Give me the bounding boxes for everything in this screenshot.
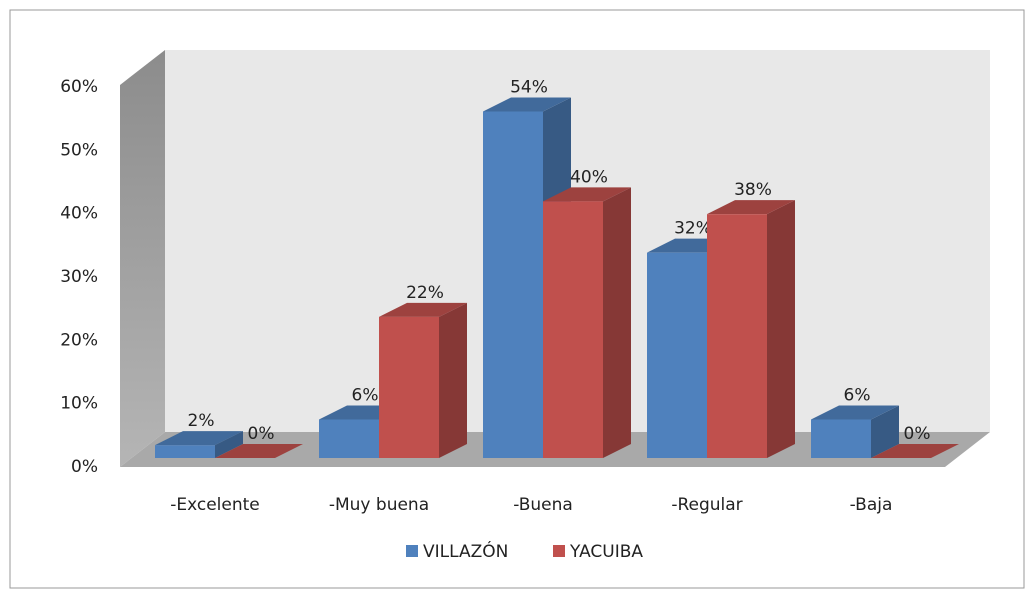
data-label: 6% bbox=[844, 386, 871, 406]
y-tick-label: 60% bbox=[60, 77, 98, 97]
data-label: 0% bbox=[248, 424, 275, 444]
bar-top bbox=[215, 444, 303, 458]
y-tick-label: 0% bbox=[71, 457, 98, 477]
data-label: 40% bbox=[570, 167, 608, 187]
bar bbox=[319, 419, 379, 458]
bar bbox=[707, 214, 767, 458]
bar bbox=[379, 316, 439, 458]
data-label: 2% bbox=[188, 411, 215, 431]
y-tick-label: 10% bbox=[60, 394, 98, 414]
data-label: 32% bbox=[674, 219, 712, 239]
x-tick-label: -Excelente bbox=[170, 495, 260, 515]
bar bbox=[483, 111, 543, 458]
legend-label: YACUIBA bbox=[569, 542, 643, 562]
bar bbox=[811, 419, 871, 458]
legend-label: VILLAZÓN bbox=[423, 540, 508, 562]
side-wall bbox=[120, 50, 165, 467]
x-tick-label: -Baja bbox=[850, 495, 893, 515]
bar-side bbox=[871, 405, 899, 458]
bar bbox=[155, 445, 215, 458]
bar-top bbox=[707, 200, 795, 215]
bar-top bbox=[871, 444, 959, 458]
data-label: 22% bbox=[406, 283, 444, 303]
bar-side bbox=[439, 302, 467, 458]
data-label: 6% bbox=[352, 386, 379, 406]
bar-side bbox=[603, 187, 631, 459]
bar-side bbox=[215, 431, 243, 458]
bar-top bbox=[379, 302, 467, 317]
bar bbox=[647, 252, 707, 458]
bar-top bbox=[811, 405, 899, 420]
legend-swatch bbox=[553, 545, 565, 557]
data-label: 38% bbox=[734, 180, 772, 200]
x-tick-label: -Muy buena bbox=[329, 495, 429, 515]
x-tick-label: -Regular bbox=[671, 495, 742, 515]
y-tick-label: 50% bbox=[60, 140, 98, 160]
legend-swatch bbox=[406, 545, 418, 557]
data-label: 54% bbox=[510, 78, 548, 98]
y-tick-label: 20% bbox=[60, 330, 98, 350]
bar bbox=[543, 201, 603, 459]
bar-side bbox=[767, 200, 795, 458]
y-tick-label: 40% bbox=[60, 204, 98, 224]
x-tick-label: -Buena bbox=[513, 495, 573, 515]
bar-top bbox=[483, 97, 571, 112]
bar-top bbox=[155, 431, 243, 446]
y-tick-label: 30% bbox=[60, 267, 98, 287]
data-label: 0% bbox=[904, 424, 931, 444]
bar-top bbox=[543, 187, 631, 202]
